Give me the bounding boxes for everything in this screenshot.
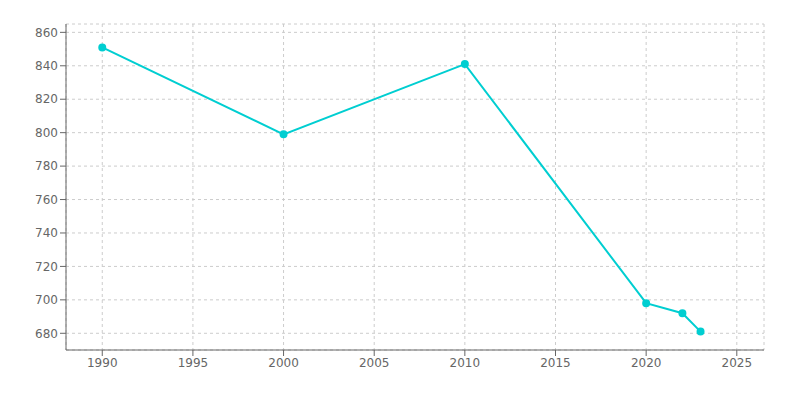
svg-text:2020: 2020 [631, 356, 662, 370]
svg-text:2000: 2000 [268, 356, 299, 370]
svg-text:680: 680 [35, 327, 58, 341]
svg-text:700: 700 [35, 293, 58, 307]
svg-text:2025: 2025 [722, 356, 753, 370]
svg-text:720: 720 [35, 260, 58, 274]
svg-text:780: 780 [35, 159, 58, 173]
svg-text:1990: 1990 [87, 356, 118, 370]
svg-text:760: 760 [35, 193, 58, 207]
svg-text:2015: 2015 [540, 356, 571, 370]
svg-text:800: 800 [35, 126, 58, 140]
svg-text:740: 740 [35, 226, 58, 240]
svg-text:840: 840 [35, 59, 58, 73]
svg-text:2005: 2005 [359, 356, 390, 370]
svg-text:820: 820 [35, 92, 58, 106]
svg-text:860: 860 [35, 26, 58, 40]
svg-text:2010: 2010 [450, 356, 481, 370]
svg-text:1995: 1995 [178, 356, 209, 370]
